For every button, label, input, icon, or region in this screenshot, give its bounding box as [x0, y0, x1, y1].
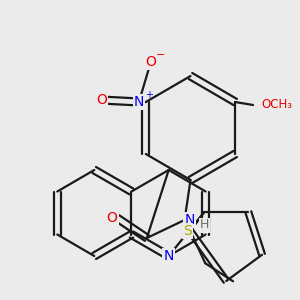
- Text: +: +: [145, 90, 153, 100]
- Text: O: O: [96, 93, 106, 107]
- Text: −: −: [156, 50, 165, 60]
- Text: H: H: [200, 218, 209, 232]
- Text: O: O: [146, 55, 156, 69]
- Text: N: N: [164, 249, 174, 263]
- Text: N: N: [134, 95, 144, 109]
- Text: N: N: [184, 213, 195, 227]
- Text: O: O: [107, 211, 118, 225]
- Text: OCH₃: OCH₃: [261, 98, 292, 112]
- Text: S: S: [183, 224, 192, 238]
